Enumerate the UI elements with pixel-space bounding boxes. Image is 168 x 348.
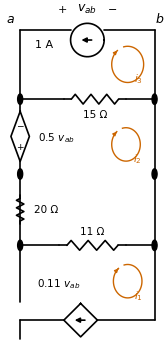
Text: $\mathit{i_2}$: $\mathit{i_2}$ [133,152,141,166]
Text: −: − [108,5,117,15]
Circle shape [152,169,157,179]
Text: 1 A: 1 A [35,40,54,50]
Circle shape [152,94,157,104]
Text: $\mathit{i_3}$: $\mathit{i_3}$ [134,72,143,86]
Text: $v_{ab}$: $v_{ab}$ [77,3,97,16]
Text: +: + [57,5,67,15]
Text: 11 Ω: 11 Ω [80,227,105,237]
Circle shape [18,169,23,179]
Text: a: a [6,13,14,26]
Circle shape [18,94,23,104]
Text: b: b [156,13,163,26]
Text: $0.11\ v_{ab}$: $0.11\ v_{ab}$ [37,277,80,291]
Circle shape [18,240,23,251]
Text: −: − [16,121,24,130]
Circle shape [152,240,157,251]
Text: $0.5\ v_{ab}$: $0.5\ v_{ab}$ [38,131,75,145]
Text: $\mathit{i_1}$: $\mathit{i_1}$ [134,290,142,303]
Text: 15 Ω: 15 Ω [83,110,107,120]
Text: 20 Ω: 20 Ω [34,205,58,215]
Text: +: + [16,143,24,152]
